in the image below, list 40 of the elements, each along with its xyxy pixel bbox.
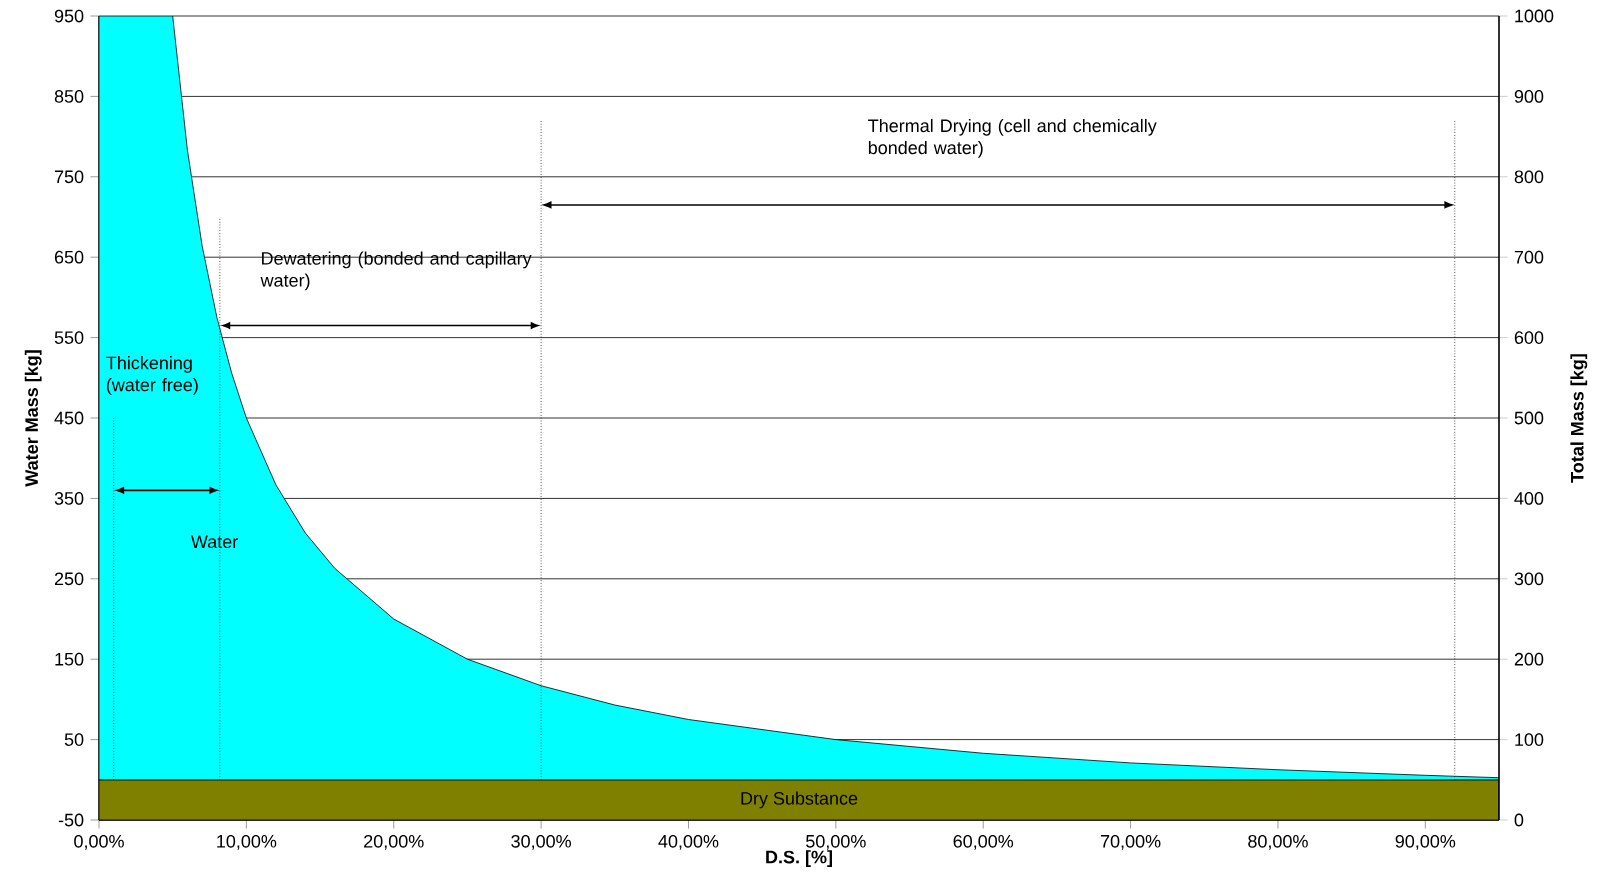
y2-tick-label: 300: [1514, 572, 1544, 586]
x-tick-label: 70,00%: [1100, 834, 1161, 850]
x-tick-label: 90,00%: [1395, 834, 1456, 850]
x-tick-label: 10,00%: [217, 834, 277, 850]
y2-tick-label: 900: [1514, 90, 1544, 103]
y-tick-label: 50: [64, 733, 84, 746]
y2-tick-label: 1000: [1515, 9, 1554, 23]
y2-tick-label: 400: [1514, 492, 1544, 505]
y-tick-label: 350: [54, 492, 84, 505]
y2-axis-title: Total Mass [kg]: [1570, 354, 1588, 483]
y-tick-label: 650: [54, 250, 84, 264]
y2-tick-label: 800: [1514, 170, 1544, 184]
x-tick-label: 80,00%: [1248, 834, 1308, 850]
y2-tick-label: 600: [1514, 331, 1544, 344]
y-tick-label: 850: [54, 90, 84, 103]
y2-tick-label: 700: [1514, 250, 1544, 264]
x-axis-title: D.S. [%]: [766, 850, 832, 867]
y-tick-label: 550: [54, 331, 84, 344]
x-tick-label: 30,00%: [511, 834, 571, 850]
y2-tick-label: 100: [1515, 733, 1544, 746]
y2-tick-label: 500: [1514, 411, 1544, 425]
annotation: Dewatering (bonded and capillary water): [260, 251, 532, 291]
y-tick-label: 950: [54, 9, 84, 23]
band-label: Dry Substance: [741, 791, 858, 809]
x-tick-label: 40,00%: [658, 834, 719, 850]
annotation: Thermal Drying (cell and chemically bonded water): [868, 118, 1157, 158]
x-tick-label: 60,00%: [953, 834, 1014, 850]
y-tick-label: 750: [54, 170, 84, 184]
y-axis-title: Water Mass [kg]: [24, 350, 42, 487]
y-tick-label: 150: [55, 652, 84, 666]
y2-tick-label: 200: [1514, 652, 1544, 666]
y2-tick-label: 0: [1514, 813, 1524, 827]
annotation: Thickening (water free): [106, 356, 198, 395]
y-tick-label: 450: [54, 411, 84, 425]
x-tick-label: 0,00%: [74, 834, 124, 850]
x-tick-label: 50,00%: [806, 834, 866, 850]
y-tick-label: 250: [54, 572, 84, 586]
x-tick-label: 20,00%: [364, 834, 424, 850]
series-label: Water: [190, 535, 238, 549]
y-tick-label: -50: [58, 813, 84, 827]
